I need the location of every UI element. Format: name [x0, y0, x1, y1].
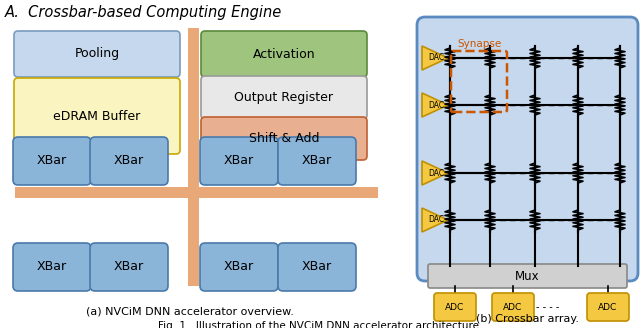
Text: Mux: Mux: [515, 270, 540, 282]
Text: (a) NVCiM DNN accelerator overview.: (a) NVCiM DNN accelerator overview.: [86, 306, 294, 316]
Polygon shape: [422, 161, 448, 185]
Text: XBar: XBar: [37, 260, 67, 274]
Text: Output Register: Output Register: [234, 91, 333, 104]
Text: ADC: ADC: [504, 302, 523, 312]
FancyBboxPatch shape: [434, 293, 476, 321]
Text: XBar: XBar: [37, 154, 67, 168]
Text: XBar: XBar: [302, 154, 332, 168]
FancyBboxPatch shape: [14, 78, 180, 154]
FancyBboxPatch shape: [200, 137, 278, 185]
Text: - - - -: - - - -: [536, 302, 560, 312]
FancyBboxPatch shape: [587, 293, 629, 321]
Text: Fig. 1.  Illustration of the NVCiM DNN accelerator architecture.: Fig. 1. Illustration of the NVCiM DNN ac…: [158, 321, 482, 328]
Polygon shape: [422, 93, 448, 117]
Bar: [15, 187, 378, 198]
FancyBboxPatch shape: [201, 31, 367, 77]
Polygon shape: [422, 46, 448, 70]
Text: A.  Crossbar-based Computing Engine: A. Crossbar-based Computing Engine: [5, 5, 282, 20]
FancyBboxPatch shape: [278, 243, 356, 291]
FancyBboxPatch shape: [278, 137, 356, 185]
FancyBboxPatch shape: [201, 76, 367, 119]
Text: XBar: XBar: [224, 260, 254, 274]
FancyBboxPatch shape: [90, 137, 168, 185]
FancyBboxPatch shape: [417, 17, 638, 281]
Text: DAC: DAC: [428, 53, 444, 63]
Text: Shift & Add: Shift & Add: [249, 132, 319, 145]
Text: XBar: XBar: [114, 154, 144, 168]
FancyBboxPatch shape: [201, 117, 367, 160]
Text: XBar: XBar: [224, 154, 254, 168]
FancyBboxPatch shape: [13, 243, 91, 291]
Text: Pooling: Pooling: [74, 48, 120, 60]
FancyBboxPatch shape: [200, 243, 278, 291]
Polygon shape: [422, 208, 448, 232]
Text: XBar: XBar: [114, 260, 144, 274]
Text: (b) Crossbar array.: (b) Crossbar array.: [476, 314, 579, 324]
Text: eDRAM Buffer: eDRAM Buffer: [53, 110, 141, 122]
Bar: [188, 28, 199, 286]
Text: DAC: DAC: [428, 215, 444, 224]
FancyBboxPatch shape: [14, 31, 180, 77]
FancyBboxPatch shape: [428, 264, 627, 288]
Text: DAC: DAC: [428, 169, 444, 177]
FancyBboxPatch shape: [492, 293, 534, 321]
Text: Activation: Activation: [253, 48, 316, 60]
Text: ADC: ADC: [445, 302, 465, 312]
Text: XBar: XBar: [302, 260, 332, 274]
Text: Synapse: Synapse: [457, 39, 501, 49]
Text: ADC: ADC: [598, 302, 618, 312]
Text: DAC: DAC: [428, 100, 444, 110]
FancyBboxPatch shape: [13, 137, 91, 185]
FancyBboxPatch shape: [90, 243, 168, 291]
